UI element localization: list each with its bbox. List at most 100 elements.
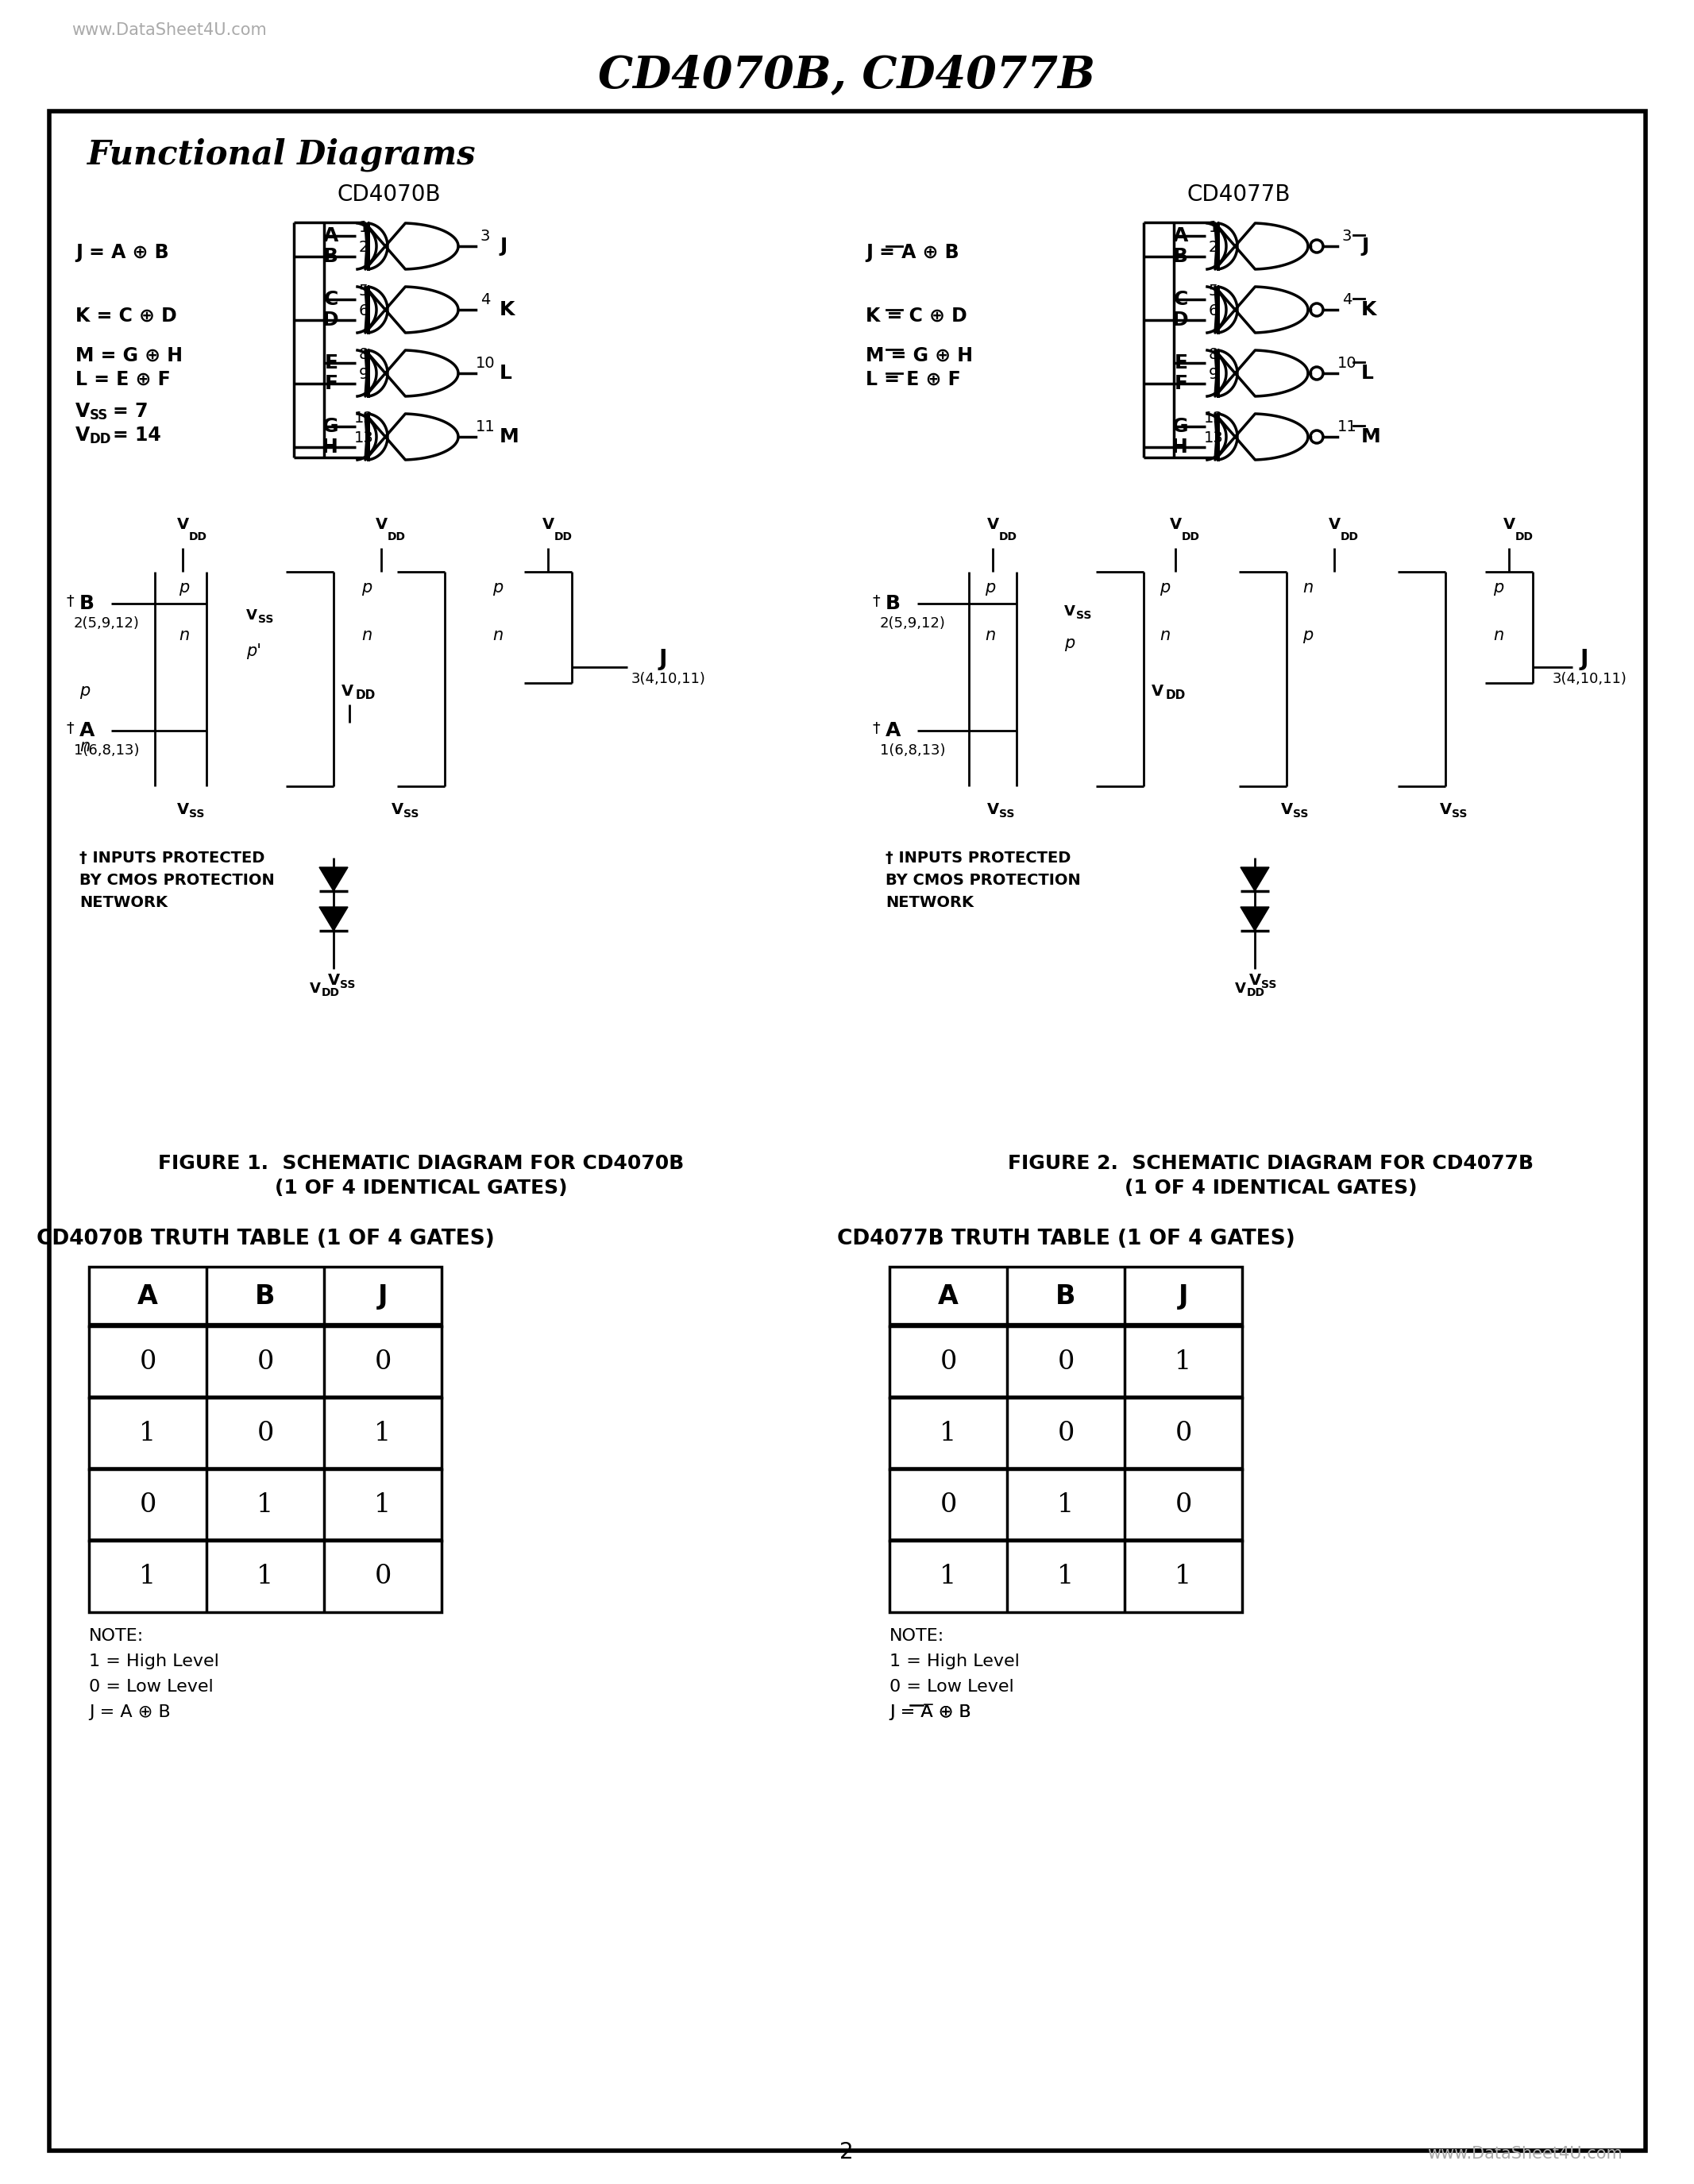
Text: 1: 1	[940, 1422, 957, 1446]
Text: V: V	[176, 802, 188, 817]
Text: NETWORK: NETWORK	[80, 895, 168, 911]
Text: CD4077B: CD4077B	[1187, 183, 1291, 205]
Text: B: B	[886, 594, 901, 614]
Polygon shape	[366, 286, 459, 332]
Text: p: p	[1492, 579, 1504, 596]
Text: CD4070B TRUTH TABLE (1 OF 4 GATES): CD4070B TRUTH TABLE (1 OF 4 GATES)	[36, 1230, 495, 1249]
Text: V: V	[1064, 605, 1076, 618]
Text: 1: 1	[1176, 1564, 1193, 1590]
Text: †: †	[872, 594, 879, 609]
Text: 0: 0	[139, 1492, 156, 1518]
Bar	[889, 1398, 1242, 1470]
Text: 0: 0	[940, 1492, 957, 1518]
Text: J: J	[659, 649, 667, 670]
Text: V: V	[1281, 802, 1293, 817]
Polygon shape	[318, 906, 347, 930]
Text: SS: SS	[340, 978, 356, 989]
Text: SS: SS	[1076, 609, 1091, 620]
Polygon shape	[366, 413, 459, 461]
Text: J = A ⊕ B: J = A ⊕ B	[866, 242, 959, 262]
Text: 11: 11	[1337, 419, 1357, 435]
Text: † INPUTS PROTECTED: † INPUTS PROTECTED	[886, 850, 1071, 865]
Text: 9: 9	[1208, 367, 1218, 382]
Text: 1: 1	[940, 1564, 957, 1590]
Text: †: †	[66, 721, 75, 736]
Text: J: J	[1581, 649, 1589, 670]
Polygon shape	[1240, 906, 1269, 930]
Text: DD: DD	[554, 531, 573, 542]
Text: V: V	[1169, 518, 1181, 533]
Text: 2: 2	[840, 2140, 854, 2164]
Text: V: V	[342, 684, 354, 699]
Text: p: p	[984, 579, 996, 596]
Text: L: L	[500, 365, 512, 382]
Text: SS: SS	[999, 808, 1015, 819]
Text: G: G	[322, 417, 339, 437]
Polygon shape	[1215, 223, 1308, 269]
Text: DD: DD	[90, 432, 112, 446]
Text: 3(4,10,11): 3(4,10,11)	[1553, 673, 1628, 686]
Text: CD4070B: CD4070B	[337, 183, 440, 205]
Text: FIGURE 2.  SCHEMATIC DIAGRAM FOR CD4077B: FIGURE 2. SCHEMATIC DIAGRAM FOR CD4077B	[1008, 1153, 1533, 1173]
Text: 0: 0	[1176, 1422, 1193, 1446]
Text: L: L	[1362, 365, 1374, 382]
Text: J = A ⊕ B: J = A ⊕ B	[90, 1704, 171, 1721]
Text: F: F	[325, 373, 339, 393]
Text: (1 OF 4 IDENTICAL GATES): (1 OF 4 IDENTICAL GATES)	[274, 1179, 567, 1197]
Text: DD: DD	[322, 987, 340, 998]
Text: H: H	[1172, 437, 1187, 456]
Text: 10: 10	[1337, 356, 1357, 371]
Text: SS: SS	[403, 808, 418, 819]
Text: BY CMOS PROTECTION: BY CMOS PROTECTION	[886, 871, 1081, 887]
Text: 6: 6	[359, 304, 369, 319]
Polygon shape	[366, 349, 459, 395]
Text: 1: 1	[359, 221, 369, 236]
Text: 1(6,8,13): 1(6,8,13)	[75, 743, 139, 758]
Text: SS: SS	[188, 808, 205, 819]
Text: J: J	[378, 1284, 388, 1310]
Text: 3(4,10,11): 3(4,10,11)	[632, 673, 706, 686]
Text: 5: 5	[359, 284, 369, 299]
Text: B: B	[1172, 247, 1187, 266]
Text: DD: DD	[1247, 987, 1265, 998]
Text: n: n	[984, 627, 996, 644]
Text: p': p'	[246, 644, 261, 660]
Text: M = G ⊕ H: M = G ⊕ H	[866, 347, 972, 365]
Text: 13: 13	[1204, 430, 1223, 446]
Text: J = A̅ ⊕ B: J = A̅ ⊕ B	[889, 1704, 971, 1721]
Text: SS: SS	[1293, 808, 1308, 819]
Text: B: B	[256, 1284, 276, 1310]
Text: SS: SS	[90, 408, 108, 422]
Text: A: A	[80, 721, 95, 740]
Bar	[90, 1267, 442, 1326]
Text: 3: 3	[1342, 229, 1352, 242]
Text: 0 = Low Level: 0 = Low Level	[889, 1679, 1015, 1695]
Text: p: p	[493, 579, 503, 596]
Text: 8: 8	[359, 347, 369, 363]
Text: G: G	[1172, 417, 1187, 437]
Text: V: V	[1328, 518, 1340, 533]
Text: M = G ⊕ H: M = G ⊕ H	[76, 347, 183, 365]
Text: 0: 0	[257, 1422, 274, 1446]
Text: 1: 1	[257, 1564, 274, 1590]
Text: SS: SS	[1260, 978, 1276, 989]
Text: p: p	[361, 579, 373, 596]
Text: 0: 0	[1057, 1422, 1074, 1446]
Text: 1: 1	[1208, 221, 1218, 236]
Bar	[90, 1470, 442, 1540]
Text: V: V	[1503, 518, 1514, 533]
Text: V: V	[542, 518, 554, 533]
Text: B: B	[324, 247, 339, 266]
Text: V: V	[76, 402, 90, 422]
Text: F: F	[1174, 373, 1187, 393]
Bar	[90, 1398, 442, 1470]
Text: 9: 9	[359, 367, 369, 382]
Text: n: n	[1303, 579, 1313, 596]
Text: M: M	[1362, 428, 1381, 446]
Text: † INPUTS PROTECTED: † INPUTS PROTECTED	[80, 850, 264, 865]
Text: FIGURE 1.  SCHEMATIC DIAGRAM FOR CD4070B: FIGURE 1. SCHEMATIC DIAGRAM FOR CD4070B	[158, 1153, 684, 1173]
Text: 0: 0	[257, 1350, 274, 1374]
Text: www.DataSheet4U.com: www.DataSheet4U.com	[1428, 2147, 1623, 2162]
Polygon shape	[1215, 286, 1308, 332]
Text: 4: 4	[481, 293, 490, 308]
